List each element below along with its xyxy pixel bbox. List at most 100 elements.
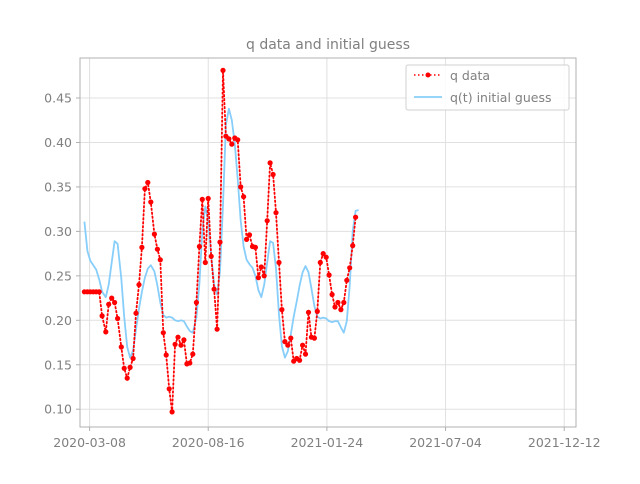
q-data-point	[202, 259, 208, 266]
q-data-point	[151, 231, 157, 237]
q-data-point	[264, 218, 270, 224]
q-data-point	[332, 304, 338, 310]
q-data-point	[217, 239, 223, 245]
axis-ticks: 0.10 0.15 0.20 0.25 0.30 0.35 0.40 0.45 2020-03-…	[44, 91, 600, 450]
x-tick-label: 2021-12-12	[528, 435, 601, 450]
q-data-point	[302, 351, 309, 357]
q-data-point	[163, 352, 169, 358]
q-data-point	[96, 289, 102, 295]
q-data-point	[279, 307, 285, 313]
q-data-point	[323, 254, 329, 260]
q-data-point	[238, 184, 244, 190]
y-tick-label: 0.25	[44, 268, 72, 283]
legend-marker-q-data	[425, 72, 431, 78]
q-data-point	[127, 364, 133, 370]
q-data-point	[241, 194, 247, 200]
q-data-point	[267, 160, 273, 166]
x-tick-label: 2020-03-08	[53, 435, 126, 450]
q-data-point	[160, 330, 166, 336]
q-data-point	[273, 210, 279, 216]
q-data-point	[136, 282, 142, 288]
q-data-point	[246, 232, 253, 238]
q-data-point	[99, 313, 105, 319]
q-data-point	[258, 264, 264, 270]
q-data-point	[169, 409, 175, 415]
q-data-point	[118, 344, 124, 350]
q-data-point	[130, 355, 136, 362]
q-data-point	[235, 137, 241, 143]
q-data-point	[297, 357, 303, 363]
q-data-point	[142, 186, 148, 192]
y-tick-label: 0.40	[44, 135, 72, 150]
q-data-point	[320, 251, 326, 257]
q-data-point	[154, 246, 160, 252]
q-data-point	[193, 299, 199, 306]
q-data-point	[139, 244, 145, 250]
y-tick-label: 0.20	[44, 313, 72, 328]
q-data-point	[350, 243, 356, 249]
legend-label-initial-guess: q(t) initial guess	[450, 90, 551, 105]
q-data-point	[115, 315, 121, 322]
q-data-point	[288, 335, 294, 341]
q-data-point	[166, 386, 172, 392]
legend-box	[405, 64, 570, 111]
q-data-point	[211, 286, 217, 292]
q-data-point	[270, 171, 276, 178]
q-data-point	[181, 337, 187, 343]
q-data-point	[344, 277, 350, 283]
x-tick-label: 2020-08-16	[172, 435, 245, 450]
q-data-point	[214, 326, 220, 332]
q-data-point	[199, 196, 205, 202]
plot-series	[81, 67, 359, 415]
plot-frame	[79, 57, 577, 428]
q-data-point	[187, 360, 193, 366]
q-data-point	[244, 236, 250, 242]
q-data-point	[311, 335, 317, 341]
legend: q data q(t) initial guess	[405, 64, 570, 111]
q-data-point	[229, 141, 235, 147]
q-data-point	[121, 365, 127, 371]
q-data-point	[305, 309, 312, 315]
q-data-point	[106, 301, 112, 307]
q-data-point	[317, 259, 323, 266]
q-data-point	[347, 265, 353, 271]
q-data-point	[300, 342, 306, 348]
y-tick-label: 0.10	[44, 402, 72, 417]
x-tick-label: 2021-01-24	[291, 435, 364, 450]
q-data-point	[172, 341, 178, 347]
q-data-point	[353, 214, 359, 220]
q-data-point	[261, 273, 267, 279]
q-data-point	[190, 351, 196, 357]
q-data-point	[205, 195, 211, 202]
q-data-point	[220, 67, 226, 73]
q-data-point	[338, 307, 344, 313]
q-data-point	[276, 259, 282, 266]
q-data-point	[314, 308, 320, 314]
q-data-point	[175, 334, 181, 340]
q-data-point	[282, 339, 288, 345]
y-tick-label: 0.35	[44, 179, 72, 194]
y-tick-label: 0.15	[44, 357, 72, 372]
q-data-point	[133, 310, 139, 316]
chart-title: q data and initial guess	[246, 37, 410, 53]
q-data-point	[326, 272, 332, 278]
q-data-point	[109, 295, 115, 301]
q-data-point	[112, 299, 118, 306]
q-data-point	[103, 329, 109, 335]
q-data-point	[255, 275, 261, 281]
series-line-initial-guess	[83, 107, 359, 359]
q-data-point	[124, 375, 130, 381]
q-data-point	[196, 243, 202, 250]
y-tick-label: 0.45	[44, 91, 72, 106]
y-tick-label: 0.30	[44, 224, 72, 239]
q-data-point	[285, 342, 291, 348]
q-data-point	[252, 244, 258, 250]
x-tick-label: 2021-07-04	[409, 435, 482, 450]
q-data-point	[178, 342, 184, 348]
q-data-point	[226, 136, 232, 142]
q-data-point	[341, 299, 347, 306]
q-data-point	[157, 257, 163, 263]
q-data-point	[329, 291, 335, 298]
